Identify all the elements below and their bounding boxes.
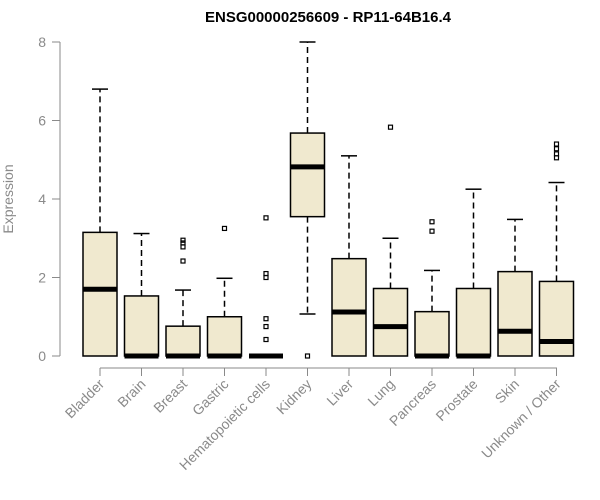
box-prostate [455, 188, 492, 359]
box-brain [123, 232, 160, 359]
box-hematopoietic-cells [249, 215, 283, 359]
x-tick-label-prostate: Prostate [432, 376, 480, 424]
outlier-point [553, 141, 560, 147]
x-tick-label-skin: Skin [492, 376, 523, 407]
boxes-group [82, 41, 575, 359]
x-tick-label-breast: Breast [150, 376, 190, 416]
x-tick-label-liver: Liver [323, 376, 356, 409]
outlier-point [180, 237, 186, 243]
outlier-point [387, 124, 394, 130]
outlier-point [304, 353, 311, 359]
y-tick-label: 4 [38, 191, 46, 207]
y-tick-label: 8 [38, 34, 46, 50]
outlier-point [263, 215, 269, 221]
outlier-point [429, 228, 435, 234]
box-iqr [538, 280, 575, 357]
y-tick-label: 6 [38, 113, 46, 129]
box-iqr [165, 325, 201, 357]
box-lung [372, 124, 409, 357]
box-iqr [414, 310, 450, 357]
box-iqr [206, 316, 243, 357]
box-bladder [82, 88, 118, 357]
outlier-point [263, 323, 269, 330]
y-axis-ticks: 0 2 4 6 8 [38, 34, 60, 364]
outlier-point [263, 336, 269, 343]
outlier-point [180, 240, 186, 246]
outlier-point [180, 258, 186, 264]
y-axis-label: Expression [0, 164, 16, 233]
x-tick-label-kidney: Kidney [273, 376, 315, 418]
box-iqr [289, 132, 326, 218]
box-liver [331, 155, 367, 357]
box-iqr [331, 257, 367, 357]
box-unknown-other [538, 141, 575, 357]
outlier-point [429, 219, 435, 225]
outlier-point [263, 316, 269, 322]
x-tick-label-lung: Lung [364, 376, 397, 409]
chart-title: ENSG00000256609 - RP11-64B16.4 [205, 9, 452, 26]
outlier-point [553, 146, 560, 152]
y-tick-label: 0 [38, 348, 46, 364]
box-gastric [206, 225, 243, 359]
box-iqr [372, 287, 409, 357]
box-pancreas [414, 219, 450, 359]
x-tick-label-bladder: Bladder [62, 376, 108, 422]
box-iqr [82, 231, 118, 357]
box-skin [497, 218, 533, 357]
box-iqr [455, 287, 492, 357]
x-tick-label-unknown-other: Unknown / Other [478, 376, 564, 462]
box-kidney [289, 41, 326, 359]
box-breast [165, 237, 201, 359]
box-iqr [497, 270, 533, 357]
box-iqr [123, 295, 160, 357]
outlier-point [553, 151, 560, 157]
outlier-point [263, 270, 269, 277]
outlier-point [221, 225, 228, 232]
x-tick-label-brain: Brain [114, 376, 148, 410]
y-tick-label: 2 [38, 270, 46, 286]
